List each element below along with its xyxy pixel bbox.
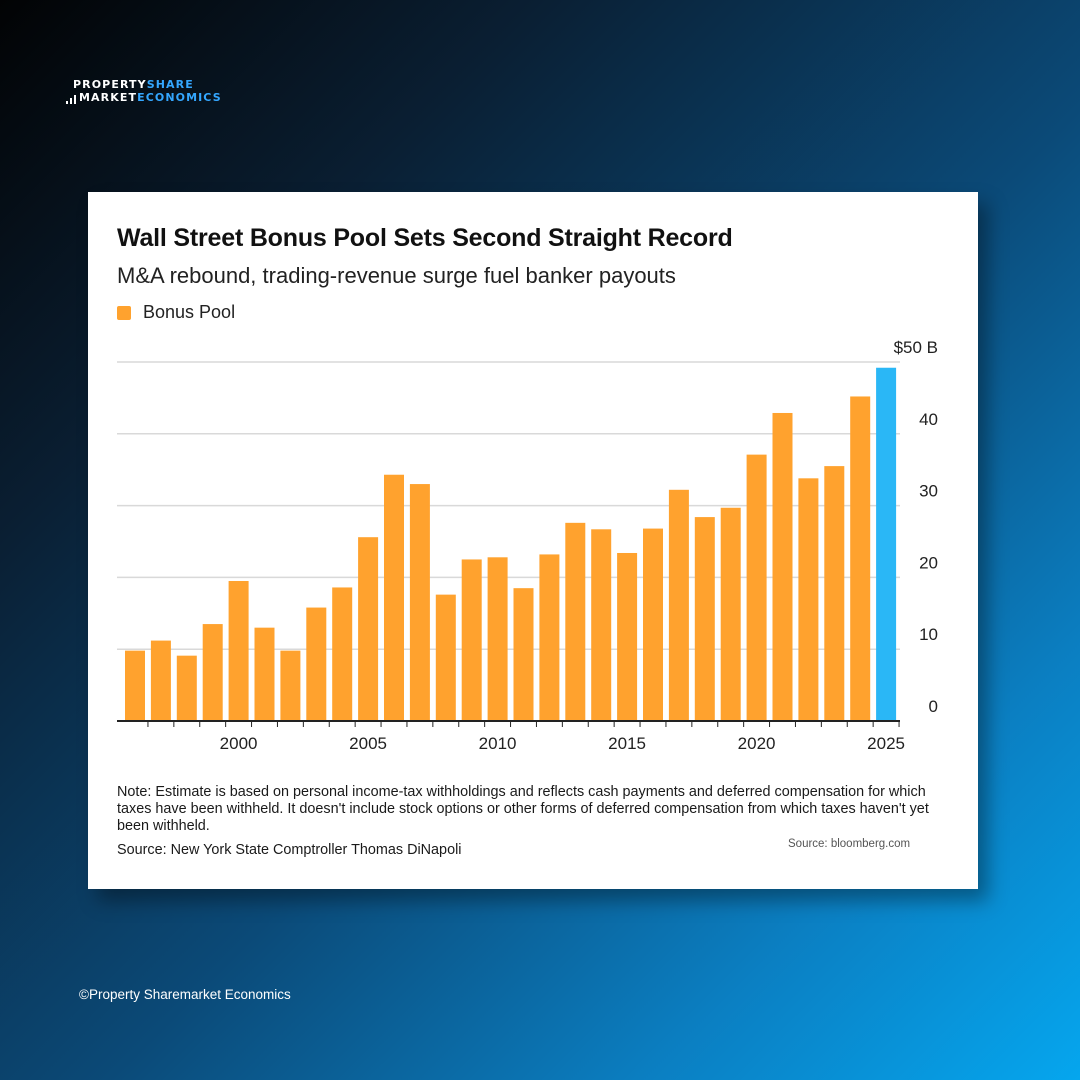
- bar-2003: [306, 607, 327, 721]
- chart-credit: Source: bloomberg.com: [788, 838, 911, 850]
- bar-chart: 0 10 20 30 40 $50 B 2000 2005 2010 2015 2020 2025: [117, 338, 938, 753]
- bar-2010: [487, 557, 508, 721]
- bar-2005: [358, 537, 379, 721]
- x-tick-label-2015: 2015: [608, 734, 646, 753]
- logo-text-share: SHARE: [146, 78, 194, 91]
- chart-card: Wall Street Bonus Pool Sets Second Strai…: [88, 192, 978, 889]
- logo-text-economics: ECONOMICS: [137, 91, 222, 104]
- chart-source: Source: New York State Comptroller Thoma…: [117, 842, 462, 858]
- logo-bars-icon: [66, 95, 76, 104]
- bar-2000: [228, 580, 249, 721]
- bar-2012: [539, 554, 560, 721]
- logo-text-market: MARKET: [79, 91, 138, 104]
- chart-legend: Bonus Pool: [117, 302, 235, 323]
- bar-1996: [125, 650, 145, 721]
- chart-note: Note: Estimate is based on personal inco…: [117, 784, 929, 834]
- bar-2022: [798, 478, 819, 721]
- bar-2016: [643, 528, 663, 721]
- bar-2002: [280, 650, 301, 721]
- y-tick-label-30: 30: [919, 482, 938, 501]
- bar-2024: [850, 396, 871, 721]
- bar-1998: [176, 655, 197, 721]
- bar-2008: [435, 594, 456, 721]
- bar-2017: [668, 489, 689, 721]
- y-tick-label-20: 20: [919, 553, 938, 572]
- bar-2021: [772, 412, 793, 721]
- bar-1999: [202, 624, 223, 721]
- bar-2019: [720, 507, 741, 721]
- x-tick-label-2010: 2010: [479, 734, 517, 753]
- bar-2023: [824, 466, 845, 721]
- bar-2001: [254, 627, 275, 721]
- y-tick-label-40: 40: [919, 410, 938, 429]
- chart-title: Wall Street Bonus Pool Sets Second Strai…: [117, 224, 733, 252]
- logo-text-property: PROPERTY: [73, 78, 147, 91]
- bar-2025: [876, 367, 897, 721]
- bar-2011: [513, 588, 534, 721]
- bar-2006: [384, 474, 404, 721]
- bar-2014: [591, 529, 612, 721]
- brand-logo: PROPERTY SHARE MARKET ECONOMICS: [66, 78, 222, 104]
- legend-swatch: [117, 305, 131, 320]
- x-tick-label-2005: 2005: [349, 734, 387, 753]
- x-tick-label-2025: 2025: [867, 734, 905, 753]
- y-tick-label-10: 10: [919, 625, 938, 644]
- bar-2004: [332, 587, 353, 721]
- bar-1997: [150, 640, 171, 721]
- bar-2013: [565, 522, 586, 721]
- x-tick-label-2000: 2000: [220, 734, 258, 753]
- y-tick-label-0: 0: [929, 697, 938, 716]
- bar-2020: [746, 454, 767, 721]
- bar-2007: [409, 484, 430, 721]
- copyright-text: ©Property Sharemarket Economics: [79, 987, 291, 1002]
- chart-subtitle: M&A rebound, trading-revenue surge fuel …: [117, 263, 676, 288]
- bar-2015: [617, 552, 638, 721]
- logo-line-1: PROPERTY SHARE: [66, 78, 222, 91]
- logo-line-2: MARKET ECONOMICS: [66, 91, 222, 104]
- bar-2018: [694, 517, 715, 721]
- x-tick-label-2020: 2020: [738, 734, 776, 753]
- y-tick-label-50: $50 B: [894, 338, 938, 357]
- legend-label: Bonus Pool: [143, 302, 236, 322]
- bar-2009: [461, 559, 482, 721]
